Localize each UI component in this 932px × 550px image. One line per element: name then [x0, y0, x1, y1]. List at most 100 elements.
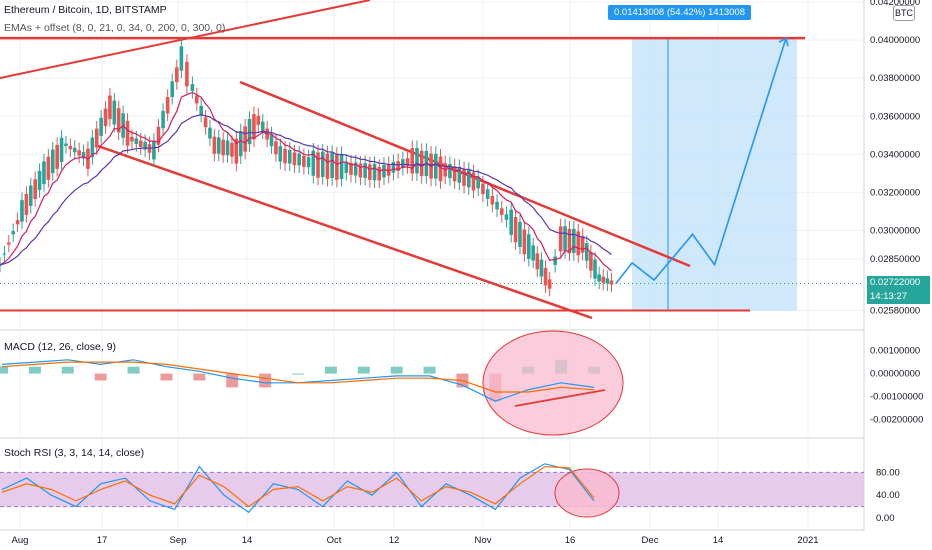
candle-body	[68, 145, 73, 150]
candle-body	[175, 67, 179, 83]
macd-histogram-bar	[423, 366, 436, 374]
candle-body	[274, 141, 278, 155]
candle-body	[99, 117, 103, 136]
candle-body	[283, 148, 287, 164]
candle-body	[372, 163, 377, 181]
x-tick-label: 12	[389, 535, 400, 546]
macd-histogram-bar	[193, 373, 206, 381]
macd-divergence-line	[514, 389, 606, 407]
x-tick-label: 17	[97, 535, 108, 546]
candle-body	[368, 164, 372, 180]
candle-body	[33, 179, 37, 199]
candle-body	[363, 163, 367, 178]
candle-body	[212, 136, 217, 154]
candle-body	[0, 264, 2, 266]
candle-body	[156, 126, 161, 145]
candle-body	[130, 136, 134, 142]
candle-body	[471, 172, 476, 191]
candle-body	[316, 152, 320, 178]
candle-body	[199, 105, 203, 115]
chart-title: Ethereum / Bitcoin, 1D, BITSTAMP	[4, 4, 167, 16]
x-tick-label: Aug	[12, 535, 29, 546]
candle-body	[597, 274, 601, 282]
candle-body	[20, 200, 24, 222]
candle-body	[77, 150, 81, 156]
y-tick-label: 0.02850000	[870, 254, 920, 265]
candle-body	[292, 152, 297, 166]
y-tick-label: 0.03400000	[870, 149, 920, 160]
candle-body	[584, 243, 589, 261]
candle-body	[457, 166, 462, 183]
candle-body	[405, 158, 410, 167]
candle-body	[452, 166, 457, 182]
candle-body	[339, 153, 344, 179]
candle-body	[513, 217, 518, 243]
candle-body	[208, 127, 212, 139]
macd-histogram-bar	[94, 373, 107, 381]
macd-tick-label: -0.00100000	[870, 392, 923, 403]
x-tick-label: 14	[242, 535, 253, 546]
candle-body	[547, 279, 552, 289]
candle-body	[580, 235, 585, 253]
macd-tick-label: 0.00000000	[870, 369, 920, 380]
candle-body	[335, 154, 339, 180]
macd-pane[interactable]	[0, 330, 624, 436]
candle-body	[6, 242, 11, 245]
y-tick-label: 0.03200000	[870, 187, 920, 198]
signal-line	[1, 361, 595, 393]
candle-body	[108, 95, 112, 120]
candle-body	[28, 185, 33, 206]
y-tick-label: 0.03000000	[870, 226, 920, 237]
candle-body	[216, 137, 221, 154]
candle-body	[46, 156, 51, 180]
candle-body	[567, 228, 572, 254]
candle-body	[190, 84, 195, 91]
candle-body	[170, 81, 175, 98]
candle-body	[256, 115, 261, 125]
candle-body	[311, 150, 316, 176]
candle-body	[203, 117, 208, 128]
projection-path	[614, 37, 787, 285]
countdown-label: 14:13:27	[867, 290, 930, 304]
candle-body	[306, 157, 311, 168]
macd-tick-label: -0.00200000	[870, 415, 923, 426]
x-tick-label: Oct	[327, 535, 342, 546]
x-tick-label: 16	[565, 535, 576, 546]
candle-body	[225, 140, 230, 156]
candle-body	[11, 231, 15, 235]
macd-histogram-bar	[324, 366, 337, 374]
currency-button[interactable]: BTC	[893, 5, 915, 21]
stoch-tick-label: 40.00	[876, 490, 900, 501]
candle-body	[344, 161, 349, 173]
candle-body	[434, 153, 438, 179]
price-pane[interactable]	[0, 0, 864, 320]
candle-body	[221, 139, 225, 156]
candle-body	[59, 137, 64, 163]
candle-body	[495, 201, 499, 210]
candle-body	[563, 226, 567, 251]
candle-body	[391, 162, 396, 173]
macd-histogram-bar	[160, 373, 173, 381]
candle-body	[179, 46, 184, 71]
candle-body	[64, 143, 68, 146]
candle-body	[601, 276, 606, 283]
candle-body	[522, 229, 527, 255]
candle-body	[330, 152, 334, 179]
macd-histogram-bar	[390, 366, 403, 374]
candle-body	[353, 162, 358, 176]
candle-body	[358, 163, 363, 178]
candle-body	[401, 159, 405, 169]
x-tick-label: Sep	[170, 535, 187, 546]
candle-body	[247, 118, 252, 145]
candle-body	[462, 169, 466, 186]
stoch-rsi-pane[interactable]	[0, 463, 864, 518]
candle-body	[243, 126, 247, 152]
macd-histogram-bar	[357, 366, 370, 374]
candle-body	[143, 141, 147, 150]
candle-body	[382, 164, 386, 178]
ema-slow-line	[0, 114, 612, 266]
candle-body	[112, 100, 117, 125]
candle-body	[349, 162, 353, 175]
candle-body	[103, 108, 108, 127]
